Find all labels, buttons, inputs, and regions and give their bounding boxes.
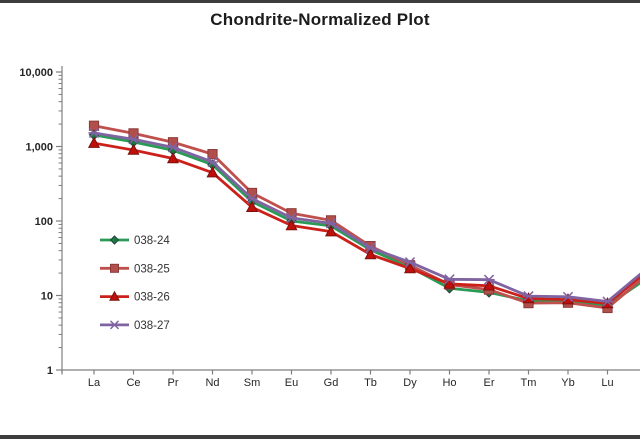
star-marker <box>167 142 179 153</box>
y-tick-label: 1 <box>47 365 53 377</box>
y-tick-label: 10,000 <box>19 67 53 79</box>
x-tick-label: Dy <box>403 377 417 389</box>
legend-item-038-26: 038-26 <box>100 292 170 304</box>
x-tick-label: Nd <box>205 377 219 389</box>
series-line-038-25 <box>93 124 640 310</box>
triangle-marker <box>127 143 140 155</box>
y-tick-label: 10 <box>41 291 53 303</box>
diamond-marker <box>109 235 120 245</box>
legend-label: 038-25 <box>134 263 170 275</box>
x-tick-label: Tm <box>521 377 537 389</box>
triangle-marker <box>87 136 101 148</box>
x-tick-label: La <box>88 377 101 389</box>
square-marker <box>110 263 119 273</box>
triangle-marker <box>245 200 259 212</box>
triangle-marker <box>109 290 120 301</box>
x-tick-label: Gd <box>324 377 339 389</box>
x-tick-label: Eu <box>285 377 298 389</box>
y-tick-label: 1,000 <box>25 142 53 154</box>
legend-label: 038-24 <box>134 235 170 247</box>
square-marker <box>88 120 100 131</box>
x-tick-label: Ce <box>126 377 140 389</box>
star-marker <box>522 291 535 302</box>
x-tick-label: Sm <box>244 377 261 389</box>
star-marker <box>88 127 100 139</box>
x-tick-label: Tb <box>364 377 377 389</box>
star-marker <box>562 291 574 302</box>
star-marker <box>364 242 377 254</box>
star-marker <box>206 156 219 168</box>
star-marker <box>404 257 416 268</box>
triangle-marker <box>364 248 377 260</box>
triangle-marker <box>601 297 614 309</box>
triangle-marker <box>166 152 180 164</box>
star-marker <box>246 193 258 204</box>
star-marker <box>127 134 140 145</box>
triangle-marker <box>443 277 456 289</box>
top-border-bar <box>0 0 640 3</box>
star-marker <box>109 320 120 330</box>
x-tick-label: Lu <box>601 377 613 389</box>
triangle-marker <box>285 219 298 231</box>
star-marker <box>601 296 614 307</box>
star-marker <box>443 274 456 285</box>
legend-label: 038-27 <box>134 320 170 332</box>
x-tick-label: Er <box>484 377 495 389</box>
star-marker <box>483 274 495 285</box>
bottom-border-bar <box>0 435 640 439</box>
x-tick-label: Yb <box>561 377 574 389</box>
chart-title: Chondrite-Normalized Plot <box>210 10 430 29</box>
star-marker <box>285 212 298 224</box>
square-marker <box>207 149 218 160</box>
legend-label: 038-26 <box>134 292 170 304</box>
triangle-marker <box>403 262 417 274</box>
legend-item-038-24: 038-24 <box>100 235 170 247</box>
x-tick-label: Ho <box>442 377 456 389</box>
y-tick-label: 100 <box>35 216 53 228</box>
series-line-038-26 <box>93 141 640 305</box>
x-tick-label: Pr <box>168 377 179 389</box>
star-marker <box>325 218 337 229</box>
triangle-marker <box>482 279 496 291</box>
triangle-marker <box>324 225 338 237</box>
triangle-marker <box>206 166 219 178</box>
